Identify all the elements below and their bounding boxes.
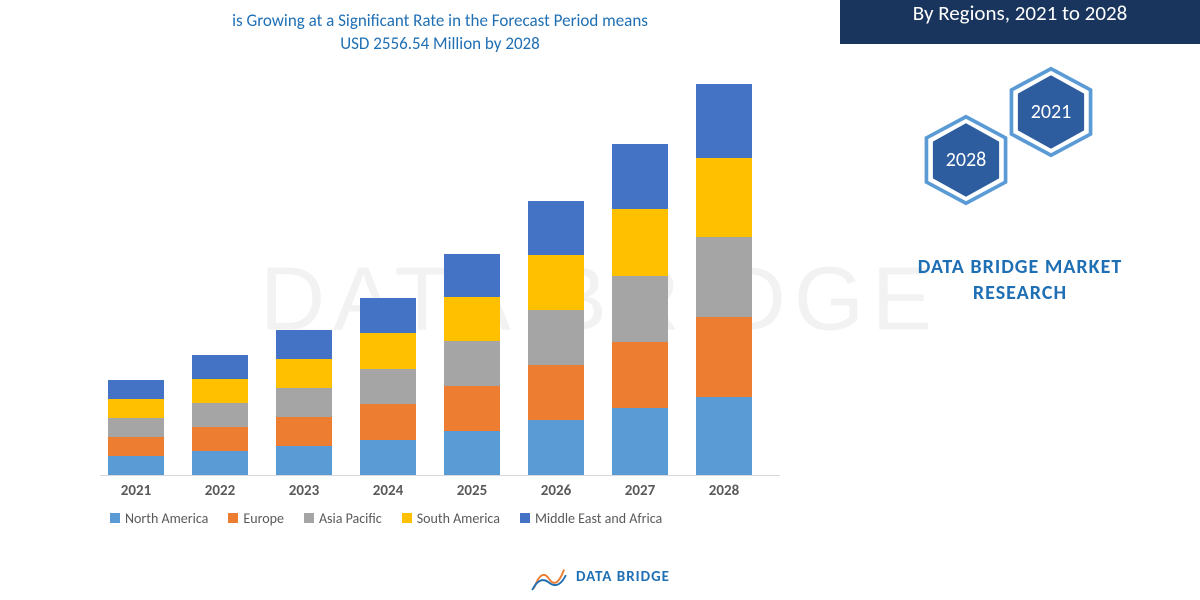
footer-logo-text: DATA BRIDGE: [576, 568, 670, 586]
segment: [612, 276, 668, 343]
segment: [528, 420, 584, 475]
hexagon-2028: 2028: [920, 114, 1012, 206]
segment: [360, 333, 416, 369]
segment: [276, 446, 332, 475]
x-axis-labels: 2021 2022 2023 2024 2025 2026 2027 2028: [100, 476, 780, 500]
segment: [360, 298, 416, 333]
segment: [444, 254, 500, 297]
x-label: 2026: [528, 482, 584, 500]
footer-logo: DATA BRIDGE: [530, 562, 670, 592]
legend-item: North America: [110, 510, 208, 527]
segment: [192, 403, 248, 427]
segment: [108, 399, 164, 418]
segment: [360, 404, 416, 439]
segment: [528, 201, 584, 256]
legend-swatch: [304, 513, 314, 523]
segment: [192, 427, 248, 451]
chart-title-line2: USD 2556.54 Million by 2028: [340, 33, 540, 54]
legend-label: North America: [125, 510, 208, 527]
legend-label: Asia Pacific: [319, 510, 382, 527]
segment: [528, 365, 584, 420]
legend-item: South America: [402, 510, 500, 527]
hexagon-2021-label: 2021: [1031, 100, 1072, 124]
segment: [108, 418, 164, 437]
segment: [696, 158, 752, 237]
bar-2024: [360, 298, 416, 475]
legend-label: Europe: [243, 510, 284, 527]
hexagon-area: 2028 2021: [840, 44, 1200, 244]
bar-2028: [696, 84, 752, 475]
segment: [360, 369, 416, 404]
right-panel: By Regions, 2021 to 2028 2028 2021 DATA …: [840, 0, 1200, 600]
segment: [360, 440, 416, 475]
right-panel-title: By Regions, 2021 to 2028: [840, 0, 1200, 44]
segment: [276, 388, 332, 417]
x-label: 2022: [192, 482, 248, 500]
legend: North America Europe Asia Pacific South Ame…: [110, 510, 800, 527]
chart-title: is Growing at a Significant Rate in the …: [80, 10, 800, 56]
chart-container: is Growing at a Significant Rate in the …: [80, 10, 800, 550]
segment: [108, 456, 164, 475]
legend-label: South America: [417, 510, 500, 527]
segment: [192, 451, 248, 475]
segment: [612, 342, 668, 408]
segment: [276, 359, 332, 388]
hexagon-2028-label: 2028: [946, 148, 987, 172]
x-label: 2023: [276, 482, 332, 500]
legend-label: Middle East and Africa: [535, 510, 662, 527]
bar-2025: [444, 254, 500, 475]
x-label: 2027: [612, 482, 668, 500]
segment: [192, 355, 248, 379]
bar-2023: [276, 330, 332, 475]
segment: [696, 317, 752, 396]
legend-item: Middle East and Africa: [520, 510, 662, 527]
segment: [276, 330, 332, 359]
segment: [444, 297, 500, 341]
x-label: 2021: [108, 482, 164, 500]
bar-2021: [108, 380, 164, 475]
legend-item: Asia Pacific: [304, 510, 382, 527]
segment: [528, 255, 584, 310]
brand-line2: RESEARCH: [973, 281, 1067, 305]
legend-swatch: [520, 513, 530, 523]
segment: [696, 237, 752, 317]
segment: [108, 380, 164, 399]
segment: [276, 417, 332, 446]
segment: [696, 397, 752, 475]
segment: [444, 386, 500, 431]
legend-item: Europe: [228, 510, 284, 527]
bar-2027: [612, 144, 668, 475]
legend-swatch: [110, 513, 120, 523]
segment: [612, 209, 668, 275]
bar-2026: [528, 201, 584, 475]
chart-title-line1: is Growing at a Significant Rate in the …: [232, 10, 648, 31]
segment: [528, 310, 584, 365]
segment: [444, 341, 500, 386]
bar-2022: [192, 355, 248, 475]
x-label: 2028: [696, 482, 752, 500]
x-label: 2025: [444, 482, 500, 500]
segment: [612, 144, 668, 210]
segment: [696, 84, 752, 158]
plot-area: [100, 66, 780, 476]
segment: [192, 379, 248, 403]
segment: [108, 437, 164, 456]
brand-line1: DATA BRIDGE MARKET: [918, 255, 1123, 279]
segment: [444, 431, 500, 475]
footer-logo-icon: [530, 562, 568, 592]
brand-text: DATA BRIDGE MARKET RESEARCH: [840, 254, 1200, 306]
hexagon-2021: 2021: [1005, 66, 1097, 158]
x-label: 2024: [360, 482, 416, 500]
segment: [612, 408, 668, 475]
legend-swatch: [402, 513, 412, 523]
legend-swatch: [228, 513, 238, 523]
